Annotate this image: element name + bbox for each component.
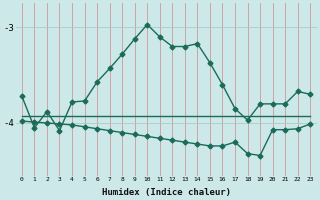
X-axis label: Humidex (Indice chaleur): Humidex (Indice chaleur)	[101, 188, 231, 197]
